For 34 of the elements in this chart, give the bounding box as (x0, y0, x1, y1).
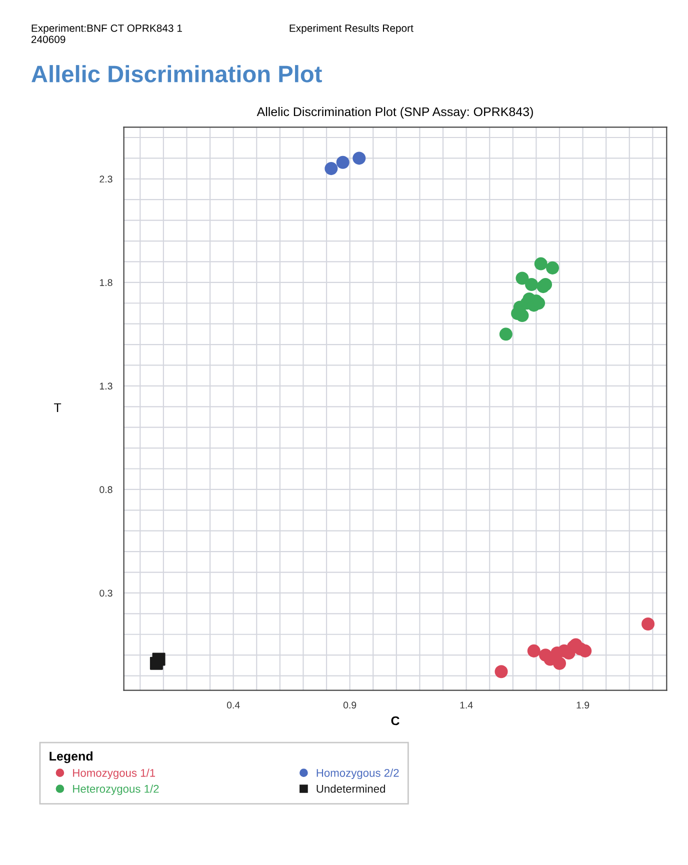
y-axis-title: T (54, 403, 62, 412)
point (516, 272, 529, 285)
point (546, 261, 560, 274)
point (534, 257, 548, 270)
chart-title: Allelic Discrimination Plot (32, 65, 322, 82)
point (352, 152, 366, 165)
y-tick-label: 0.3 (100, 590, 112, 597)
x-tick-label: 0.9 (343, 702, 356, 709)
x-tick-label: 0.4 (226, 702, 240, 709)
point (642, 618, 655, 631)
text: Experiment:BNF CT OPRK843 1 240609 (31, 24, 182, 44)
point (578, 644, 592, 658)
point (336, 156, 350, 169)
point (539, 278, 552, 291)
legend-label: Homozygous 1/1 (73, 768, 156, 780)
chart-subtitle: Allelic Discrimination Plot (SNP Assay: OPRK843) (256, 106, 533, 119)
text: Experiment Results Report (290, 24, 414, 34)
y-tick-label: 1.8 (100, 279, 112, 286)
x-tick-label: 1.9 (576, 702, 590, 709)
y-tick-label: 2.3 (100, 176, 112, 183)
y-tick-label: 1.3 (100, 382, 112, 390)
point (499, 328, 512, 341)
point (527, 644, 540, 658)
legend-label: Undetermined (316, 784, 385, 793)
point (324, 162, 338, 176)
y-tick-label: 0.8 (100, 486, 112, 494)
legend-label: Homozygous 2/2 (316, 768, 399, 780)
point (494, 665, 508, 678)
point (525, 278, 538, 291)
x-axis-title: C (391, 716, 400, 726)
legend-label: Heterozygous 1/2 (73, 784, 159, 795)
x-tick-label: 1.4 (460, 702, 473, 708)
point (152, 652, 166, 666)
legend-title: Legend (50, 751, 92, 764)
